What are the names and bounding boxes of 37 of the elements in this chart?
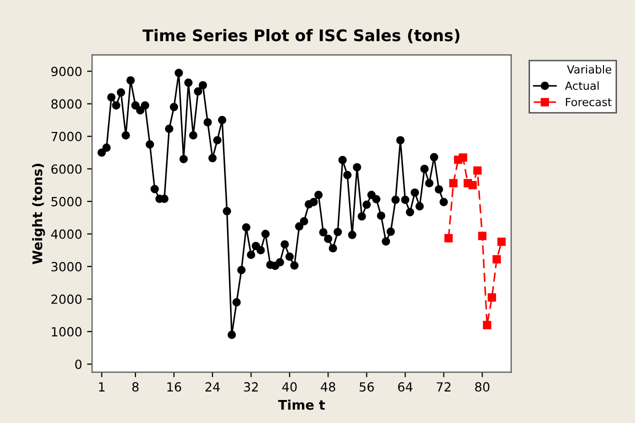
y-tick-label: 7000 — [52, 132, 82, 142]
y-tick-label: 8000 — [51, 99, 82, 109]
point — [468, 180, 477, 190]
y-axis-title: Weight (tons) — [32, 164, 45, 264]
point — [444, 234, 453, 242]
legend-title: Variable — [566, 64, 612, 74]
x-tick-label: 1 — [99, 382, 105, 392]
y-tick-label: 0 — [75, 360, 82, 370]
y-tick-label: 4000 — [51, 229, 82, 239]
point — [478, 232, 486, 240]
point — [473, 166, 482, 175]
x-tick-label: 72 — [436, 382, 450, 392]
x-tick-label: 48 — [320, 382, 336, 392]
y-tick-label: 9000 — [51, 66, 82, 76]
x-tick-label: 56 — [360, 382, 374, 392]
point — [449, 179, 458, 188]
y-tick-label: 5000 — [52, 196, 82, 206]
y-tick-label: 2000 — [51, 294, 82, 304]
x-tick-label: 16 — [167, 382, 182, 392]
point — [492, 255, 501, 264]
legend-label: Actual — [564, 81, 599, 90]
x-tick-label: 40 — [282, 382, 297, 392]
y-tick-label: 1000 — [52, 327, 82, 336]
chart-title: Time Series Plot of ISC Sales (tons) — [142, 28, 460, 44]
point — [482, 320, 492, 330]
x-tick-label: 8 — [132, 382, 139, 392]
y-tick-label: 6000 — [51, 164, 82, 174]
y-tick-label: 3000 — [51, 262, 82, 272]
point — [458, 153, 468, 162]
x-tick-label: 24 — [205, 382, 220, 392]
point — [497, 238, 506, 246]
x-tick-label: 80 — [475, 382, 490, 392]
legend-label: Forecast — [566, 98, 612, 106]
x-axis-title: Time t — [278, 400, 325, 410]
x-tick-label: 64 — [398, 382, 412, 392]
x-tick-label: 32 — [244, 382, 258, 392]
point — [488, 293, 496, 302]
